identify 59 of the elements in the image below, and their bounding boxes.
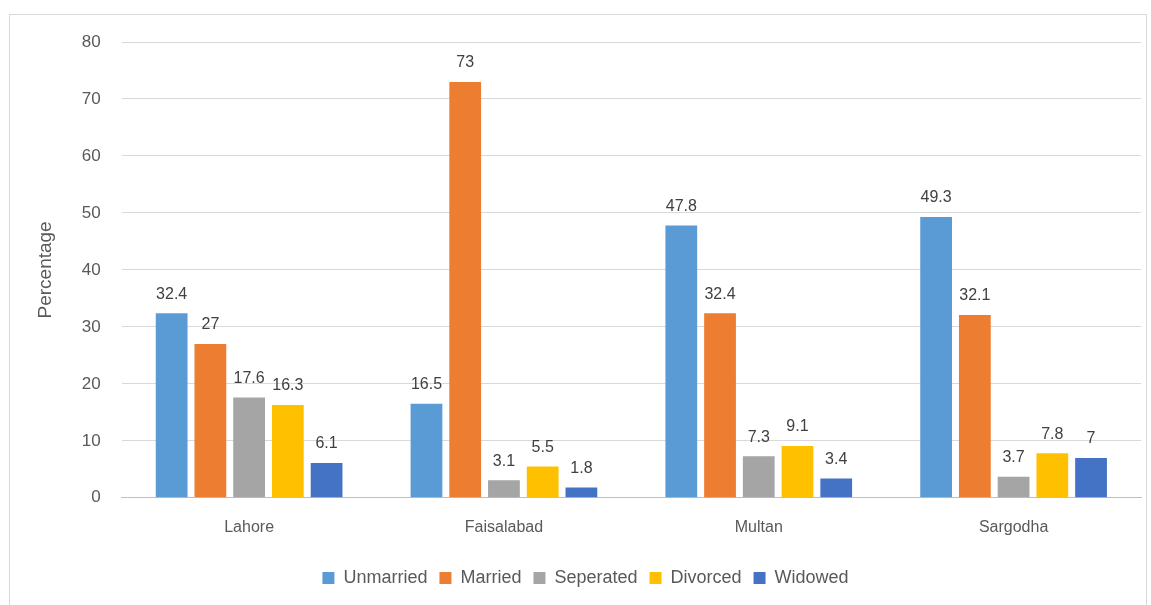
data-label: 32.4	[156, 284, 188, 302]
data-label: 5.5	[531, 437, 554, 455]
bar	[194, 343, 227, 498]
y-tick-label: 0	[91, 487, 101, 507]
bar	[565, 487, 598, 498]
y-tick-label: 70	[81, 88, 101, 108]
data-label: 7.3	[747, 427, 770, 445]
bar	[271, 404, 304, 498]
bar	[958, 314, 991, 498]
legend-label: Widowed	[774, 566, 849, 587]
bar	[920, 216, 952, 498]
bar	[742, 456, 775, 498]
legend-label: Married	[460, 566, 522, 587]
legend-label: Seperated	[554, 566, 638, 587]
y-tick-label: 50	[81, 202, 101, 222]
data-label: 17.6	[233, 368, 265, 386]
bar	[781, 445, 814, 498]
data-label: 9.1	[786, 417, 809, 435]
y-tick-label: 10	[81, 430, 101, 450]
bar	[155, 313, 188, 498]
y-tick-label: 80	[81, 31, 101, 51]
x-tick-label: Sargodha	[978, 517, 1049, 535]
bar	[488, 480, 520, 498]
data-label: 32.1	[959, 286, 991, 304]
data-label: 16.5	[410, 375, 443, 393]
data-label: 32.4	[704, 284, 736, 302]
data-label: 3.7	[1002, 448, 1025, 466]
bar	[449, 81, 482, 498]
data-label: 49.3	[920, 188, 952, 206]
data-label: 3.1	[492, 451, 516, 469]
data-label: 47.8	[665, 196, 697, 214]
data-label: 7	[1086, 429, 1096, 447]
data-label: 73	[456, 53, 475, 71]
bar	[410, 403, 443, 498]
bar	[997, 476, 1030, 498]
y-tick-label: 40	[81, 259, 101, 279]
bar	[820, 478, 853, 498]
y-tick-label: 60	[81, 145, 101, 165]
data-label: 3.4	[825, 449, 848, 467]
x-tick-label: Lahore	[224, 517, 275, 535]
bar	[310, 463, 343, 498]
legend-label: Divorced	[670, 566, 742, 587]
bar	[526, 466, 559, 498]
y-tick-label: 20	[81, 373, 101, 393]
y-tick-label: 30	[81, 316, 101, 336]
bar	[1036, 453, 1069, 498]
data-label: 7.8	[1041, 424, 1064, 442]
legend-label: Unmarried	[343, 566, 428, 587]
bar	[233, 397, 265, 498]
bar	[704, 313, 736, 498]
data-label: 1.8	[570, 458, 593, 476]
bar	[1075, 457, 1107, 498]
data-label: 6.1	[315, 434, 338, 452]
y-axis-title: Percentage	[33, 221, 55, 319]
x-tick-label: Multan	[734, 517, 783, 535]
x-tick-label: Faisalabad	[464, 517, 544, 535]
data-label: 27	[201, 315, 220, 333]
bar	[665, 225, 698, 498]
data-label: 16.3	[272, 376, 304, 394]
